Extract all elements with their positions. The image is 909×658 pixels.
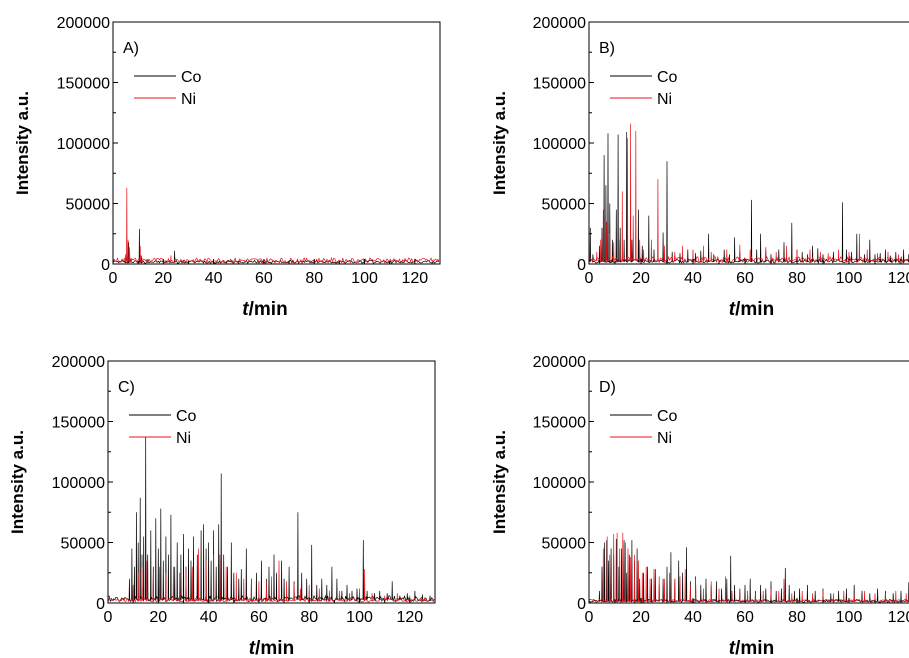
legend-label-ni: Ni	[176, 430, 191, 447]
y-tick-label: 150000	[533, 415, 586, 432]
series-ni-line	[589, 123, 909, 264]
y-axis-label: Intensity a.u.	[13, 91, 32, 195]
y-tick-label: 150000	[52, 415, 105, 432]
x-tick-label: 120	[888, 270, 909, 287]
legend-label-co: Co	[657, 408, 678, 425]
x-axis-label-variable: t	[249, 638, 256, 658]
x-tick-label: 100	[836, 270, 863, 287]
x-tick-label: 60	[736, 609, 754, 626]
legend-label-co: Co	[657, 69, 678, 86]
legend-label-ni: Ni	[181, 91, 196, 108]
x-tick-label: 100	[346, 609, 373, 626]
panel-label: A)	[123, 40, 139, 57]
x-tick-label: 20	[632, 609, 650, 626]
y-tick-label: 50000	[542, 197, 587, 214]
x-tick-label: 40	[205, 270, 223, 287]
panel-label: D)	[599, 379, 616, 396]
y-tick-label: 100000	[57, 136, 110, 153]
x-tick-label: 100	[836, 609, 863, 626]
series-ni-line	[108, 548, 435, 603]
y-tick-label: 100000	[52, 475, 105, 492]
y-tick-label: 150000	[57, 76, 110, 93]
x-tick-label: 80	[788, 609, 806, 626]
x-tick-label: 80	[788, 270, 806, 287]
x-tick-label: 20	[632, 270, 650, 287]
x-tick-label: 20	[154, 270, 172, 287]
x-tick-label: 0	[104, 609, 113, 626]
x-axis-label: t/min	[729, 638, 774, 658]
chart-panel-c: 0 20 40 60 80 100 120 0 50000 100000 150000 200000 I…	[8, 354, 436, 658]
y-tick-label: 50000	[542, 536, 587, 553]
x-tick-label: 0	[109, 270, 118, 287]
y-tick-label: 0	[577, 257, 586, 274]
y-tick-label: 150000	[533, 76, 586, 93]
y-tick-label: 0	[577, 596, 586, 613]
y-tick-label: 0	[96, 596, 105, 613]
y-axis-label: Intensity a.u.	[490, 91, 509, 195]
x-tick-label: 60	[250, 609, 268, 626]
y-tick-label: 100000	[533, 475, 586, 492]
x-axis-label-variable: t	[242, 299, 249, 320]
y-tick-label: 200000	[533, 354, 586, 371]
legend-label-ni: Ni	[657, 91, 672, 108]
legend-label-co: Co	[176, 408, 197, 425]
series-ni-line	[589, 532, 909, 603]
x-tick-label: 40	[684, 270, 702, 287]
y-tick-label: 100000	[533, 136, 586, 153]
plot-area	[108, 437, 435, 603]
x-tick-label: 80	[305, 270, 323, 287]
x-tick-label: 40	[200, 609, 218, 626]
legend-label-co: Co	[181, 69, 202, 86]
x-axis-label-unit: /min	[735, 299, 774, 320]
x-tick-label: 80	[300, 609, 318, 626]
x-tick-label: 0	[585, 609, 594, 626]
x-tick-label: 40	[684, 609, 702, 626]
x-tick-label: 20	[149, 609, 167, 626]
panel-label: C)	[118, 379, 135, 396]
panel-label: B)	[599, 40, 615, 57]
y-axis-label: Intensity a.u.	[8, 430, 27, 534]
x-tick-label: 60	[255, 270, 273, 287]
x-tick-label: 120	[401, 270, 428, 287]
x-axis-label: t/min	[729, 299, 774, 320]
plot-area	[113, 187, 440, 264]
y-tick-label: 200000	[57, 15, 110, 32]
chart-panel-b: 0 20 40 60 80 100 120 0 50000 100000 150000 200000 I…	[490, 15, 909, 320]
y-tick-label: 0	[101, 257, 110, 274]
x-axis-label-unit: /min	[735, 638, 774, 658]
x-tick-label: 100	[351, 270, 378, 287]
x-axis-label-unit: /min	[255, 638, 294, 658]
legend-label-ni: Ni	[657, 430, 672, 447]
x-tick-label: 120	[396, 609, 423, 626]
x-tick-label: 0	[585, 270, 594, 287]
y-tick-label: 200000	[533, 15, 586, 32]
x-axis-label-unit: /min	[249, 299, 288, 320]
plot-area	[589, 123, 909, 264]
x-axis-label: t/min	[249, 638, 294, 658]
y-tick-label: 50000	[66, 197, 111, 214]
y-axis-label: Intensity a.u.	[490, 430, 509, 534]
series-ni-line	[113, 187, 440, 264]
y-tick-label: 50000	[61, 536, 106, 553]
x-axis-label-variable: t	[729, 638, 736, 658]
x-tick-label: 120	[888, 609, 909, 626]
chart-panel-a: 0 20 40 60 80 100 120 0 50000 100000 150000 200000 I…	[13, 15, 441, 320]
y-tick-label: 200000	[52, 354, 105, 371]
chart-panel-d: 0 20 40 60 80 100 120 0 50000 100000 150000 200000 I…	[490, 354, 909, 658]
x-tick-label: 60	[736, 270, 754, 287]
x-axis-label-variable: t	[729, 299, 736, 320]
x-axis-label: t/min	[242, 299, 287, 320]
